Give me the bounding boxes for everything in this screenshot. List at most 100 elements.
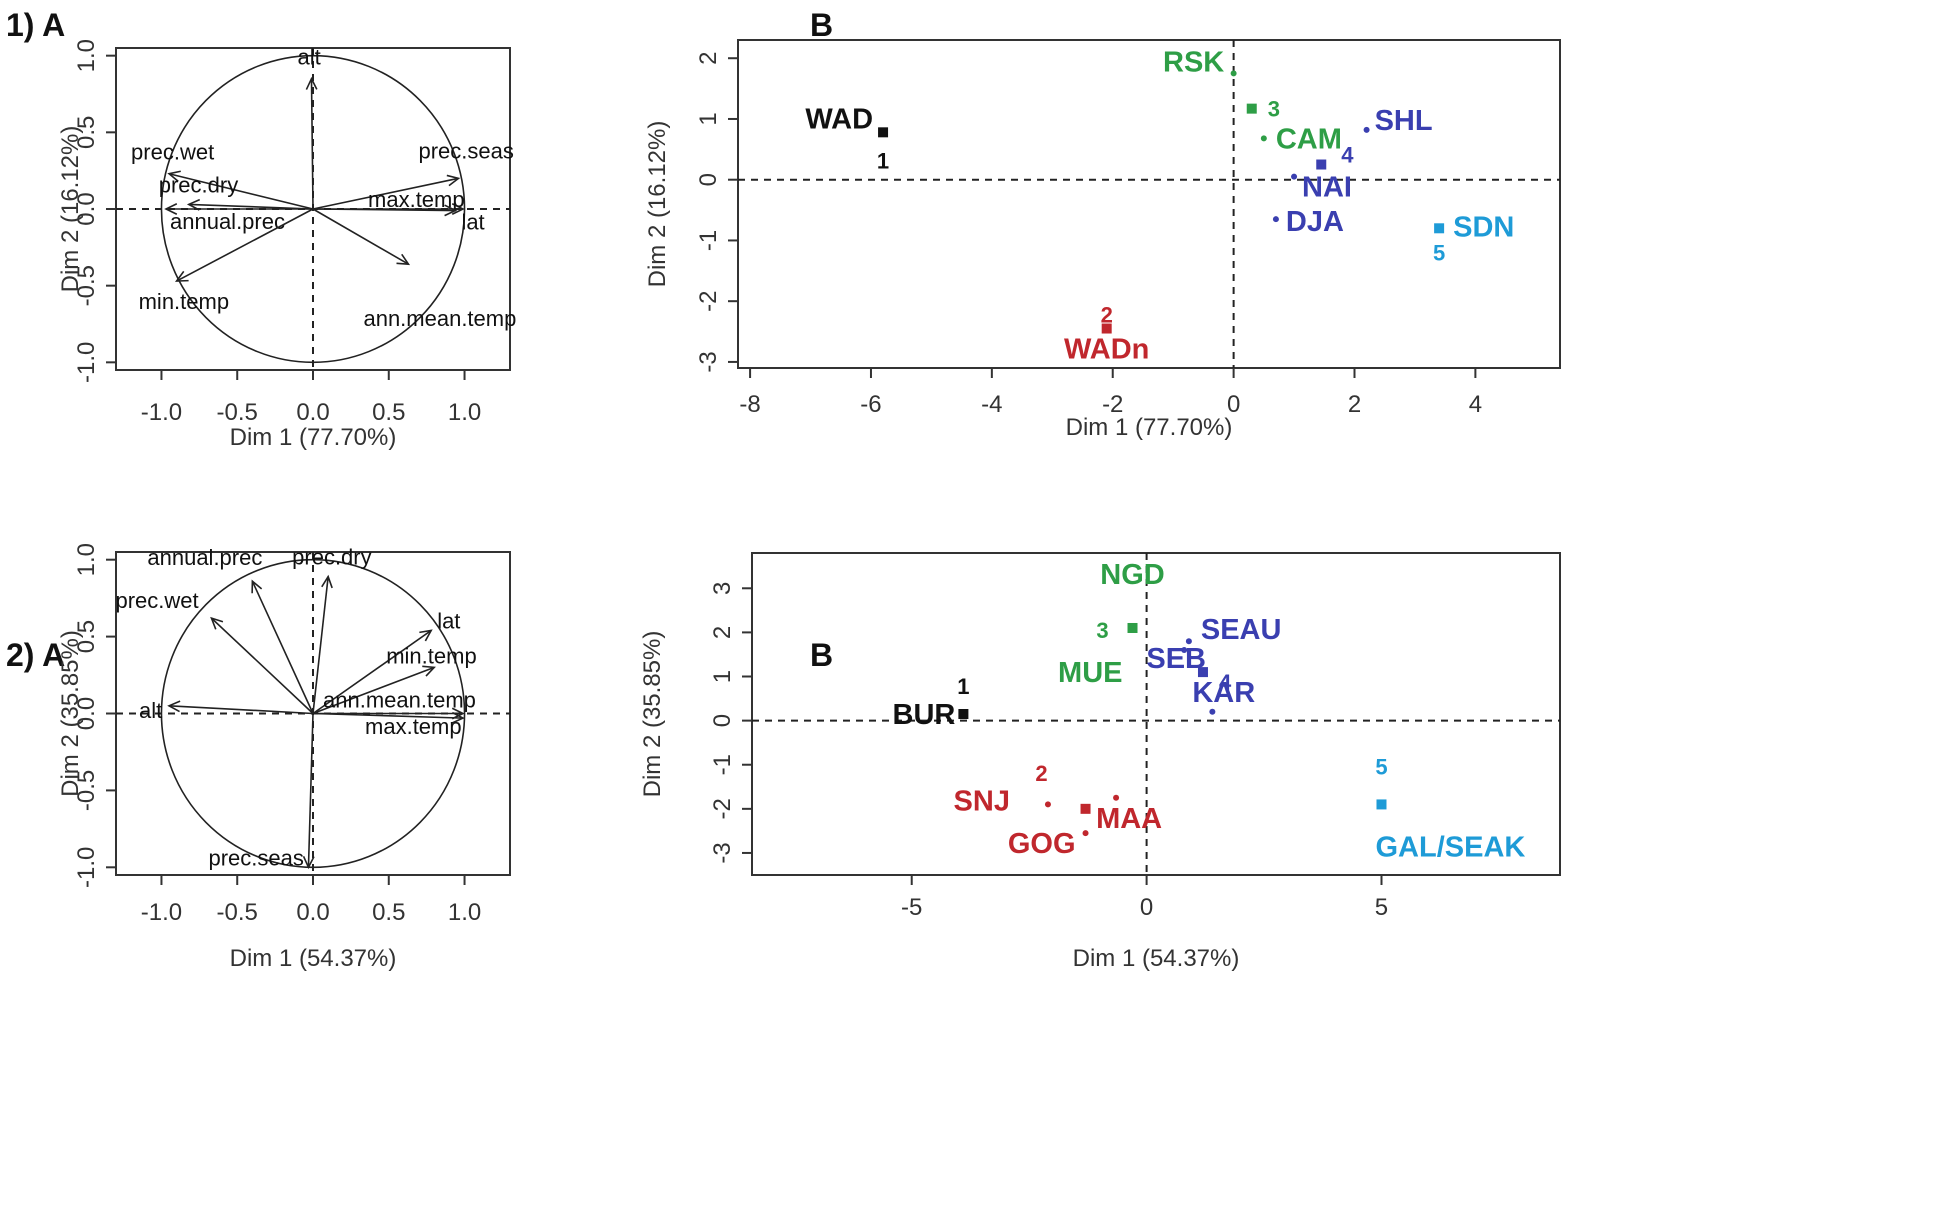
variable-arrowhead [444, 204, 458, 217]
individual-point [1363, 126, 1370, 133]
panel-label-2b: B [810, 637, 833, 673]
variable-label: prec.wet [115, 588, 198, 613]
variable-arrow [312, 712, 464, 719]
plot-frame [737, 39, 1561, 369]
x-tick-label: 0.0 [296, 899, 329, 926]
variable-arrow [310, 78, 314, 210]
variable-arrow [168, 705, 314, 715]
individual-point [1260, 135, 1267, 142]
panel-label-2a: 2) A [6, 637, 65, 673]
cluster-number-label: 5 [1375, 754, 1387, 779]
variable-arrowhead [164, 203, 178, 215]
y-tick-label: 0 [695, 173, 722, 186]
cluster-center-marker [1101, 323, 1112, 334]
individual-point [1291, 173, 1298, 180]
variable-label: prec.seas [418, 138, 513, 163]
variable-arrowhead [167, 700, 181, 713]
y-tick-label: 0.5 [73, 116, 100, 149]
panel-label-1a: 1) A [6, 7, 65, 43]
y-tick-label: -2 [695, 291, 722, 312]
individual-label: SNJ [954, 785, 1010, 817]
y-tick-label: -1 [709, 754, 736, 775]
x-tick-label: -8 [739, 391, 760, 418]
y-tick-label: -1.0 [73, 847, 100, 888]
individual-label: SEB [1146, 643, 1206, 675]
x-tick-label: -0.5 [217, 899, 258, 926]
y-tick-label: -0.5 [73, 770, 100, 811]
y-tick-label: -3 [709, 842, 736, 863]
individual-label: MAA [1096, 803, 1162, 835]
y-axis-title: Dim 2 (16.12%) [644, 121, 671, 288]
x-axis-title: Dim 1 (77.70%) [1066, 414, 1233, 441]
variable-label: alt [139, 698, 162, 723]
y-tick-label: -2 [709, 798, 736, 819]
variable-arrow [312, 629, 432, 715]
variable-arrow [312, 666, 435, 715]
variable-label: prec.wet [131, 140, 214, 165]
individual-point [1185, 638, 1192, 645]
individual-label: KAR [1192, 677, 1255, 709]
individual-label: BUR [893, 699, 956, 731]
individual-label: GOG [1008, 828, 1076, 860]
x-tick-label: -1.0 [141, 899, 182, 926]
cluster-number-label: 1 [957, 674, 969, 699]
y-tick-label: -3 [695, 351, 722, 372]
individual-label: SHL [1375, 105, 1433, 137]
plot-frame [751, 552, 1561, 876]
individual-label: SDN [1453, 211, 1514, 243]
y-tick-label: 2 [695, 52, 722, 65]
y-tick-label: -1.0 [73, 342, 100, 383]
variable-arrow [251, 580, 314, 714]
individual-point [1230, 70, 1237, 77]
individual-label: WAD [805, 103, 873, 135]
individual-label: MUE [1058, 657, 1122, 689]
individual-point [1181, 647, 1188, 654]
x-tick-label: 0.5 [372, 399, 405, 426]
variable-arrow [307, 713, 314, 868]
cluster-number-label: 4 [1219, 670, 1232, 695]
variable-label: min.temp [139, 289, 229, 314]
cluster-center-marker [1197, 667, 1208, 678]
x-tick-label: 0.0 [296, 399, 329, 426]
x-tick-label: -2 [1102, 391, 1123, 418]
y-axis-title: Dim 2 (35.85%) [639, 631, 666, 798]
variable-label: prec.dry [292, 545, 371, 570]
variable-arrowhead [451, 203, 465, 215]
individual-label: CAM [1276, 123, 1342, 155]
cluster-number-label: 5 [1433, 240, 1445, 265]
variable-arrow [312, 576, 329, 714]
cluster-center-marker [1080, 803, 1091, 814]
x-axis-title: Dim 1 (54.37%) [230, 945, 397, 972]
individual-label: NGD [1100, 559, 1164, 591]
cluster-number-label: 4 [1341, 143, 1354, 168]
individual-point [1209, 708, 1216, 715]
variable-arrowhead [174, 270, 189, 282]
cluster-center-marker [1246, 103, 1257, 114]
variable-label: max.temp [365, 714, 462, 739]
y-axis-title: Dim 2 (16.12%) [57, 126, 84, 293]
cluster-number-label: 2 [1035, 761, 1047, 786]
y-tick-label: 1 [695, 112, 722, 125]
variable-circle-chart-1: -1.0 -0.5 0.0 0.5 1.0 -1.0 -0.5 0.0 0.5 1.0 Dim 1 … [57, 39, 516, 451]
x-tick-label: -0.5 [217, 399, 258, 426]
individual-point [1082, 830, 1089, 837]
y-tick-label: 0.0 [73, 192, 100, 225]
y-tick-label: 0 [709, 714, 736, 727]
individual-label: WADn [1064, 334, 1149, 366]
x-tick-label: 1.0 [448, 399, 481, 426]
variable-arrowhead [451, 707, 465, 720]
x-tick-label: 5 [1375, 894, 1388, 921]
variable-arrowhead [419, 629, 433, 642]
variable-arrowhead [422, 665, 436, 677]
x-tick-label: -1.0 [141, 399, 182, 426]
individual-point [1272, 216, 1279, 223]
cluster-number-label: 3 [1096, 618, 1108, 643]
variable-label: alt [297, 45, 320, 70]
variable-arrowhead [305, 76, 318, 90]
y-tick-label: -1 [695, 230, 722, 251]
x-tick-label: 0 [1227, 391, 1240, 418]
cluster-center-marker [958, 709, 969, 719]
variable-label: prec.seas [208, 845, 303, 870]
individual-label: NAI [1302, 172, 1352, 204]
variable-arrowhead [251, 579, 263, 594]
